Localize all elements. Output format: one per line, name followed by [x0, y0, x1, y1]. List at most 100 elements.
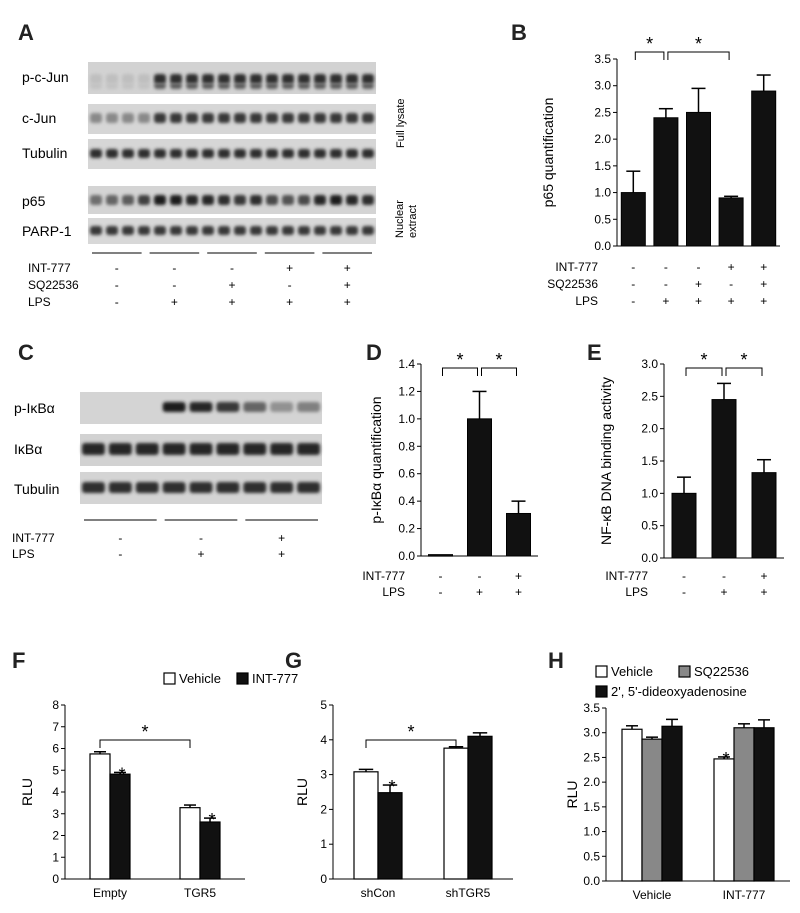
chart-b: 0.0 0.5 1.0 1.5 2.0 2.5 3.0 3.5 p65 quantificati…	[540, 34, 780, 308]
band-p65	[266, 195, 278, 205]
y-tick-label: 0.5	[583, 849, 600, 863]
significance-star: *	[118, 764, 125, 784]
band-tubulin-c	[243, 482, 267, 493]
y-tick-label: 2.5	[594, 105, 611, 119]
y-tick-label: 0.8	[398, 439, 415, 453]
band-c-jun	[298, 113, 310, 123]
condition-sign: -	[631, 294, 635, 308]
y-tick-label: 1.0	[583, 825, 600, 839]
y-tick-label: 1	[320, 837, 327, 851]
bar	[661, 725, 683, 882]
condition-sign: +	[760, 569, 767, 583]
band-c-jun	[186, 113, 198, 123]
significance-star: *	[700, 350, 707, 370]
y-axis-label: RLU	[19, 778, 35, 806]
band-p-c-jun	[90, 74, 102, 84]
bar	[377, 792, 403, 880]
condition-sign: +	[197, 547, 204, 561]
y-tick-label: 0.2	[398, 522, 415, 536]
band-tubulin-a	[122, 149, 134, 158]
band-c-jun	[250, 113, 262, 123]
band-tubulin-a	[314, 149, 326, 158]
panel-letter-d: D	[366, 340, 382, 365]
condition-sign: +	[515, 569, 522, 583]
significance-bracket	[481, 367, 517, 376]
band-p65	[186, 195, 198, 205]
y-tick-label: 1.4	[398, 357, 415, 371]
western-blots-a	[88, 62, 376, 244]
band-p-c-jun-lower	[138, 83, 150, 89]
band-parp1	[282, 226, 294, 235]
y-axis-label: p65 quantification	[540, 98, 556, 208]
band-tubulin-a	[330, 149, 342, 158]
band-p65	[202, 195, 214, 205]
condition-sign: -	[439, 569, 443, 583]
band-p-ikba	[189, 402, 213, 412]
western-blots-c	[80, 392, 322, 504]
significance-star: *	[695, 34, 702, 54]
blot-strip-p65	[88, 186, 376, 214]
band-p-c-jun	[314, 74, 326, 84]
band-p-c-jun	[234, 74, 246, 84]
band-parp1	[330, 226, 342, 235]
band-parp1	[106, 226, 118, 235]
condition-label: LPS	[625, 585, 648, 599]
y-tick-label: 3.5	[594, 52, 611, 66]
band-p65	[138, 195, 150, 205]
band-tubulin-c	[82, 482, 105, 493]
y-tick-label: 3	[320, 768, 327, 782]
band-c-jun	[218, 113, 230, 123]
bar	[428, 554, 453, 557]
significance-star: *	[722, 749, 729, 769]
condition-sign: -	[118, 531, 122, 545]
bar	[713, 758, 735, 882]
band-p-c-jun	[186, 74, 198, 84]
blot-label-ikba: IκBα	[14, 441, 42, 457]
y-tick-label: 2	[320, 802, 327, 816]
panel-letter-e: E	[587, 340, 602, 365]
y-tick-label: 2.0	[594, 132, 611, 146]
significance-star: *	[388, 777, 395, 797]
y-tick-label: 0.5	[641, 519, 658, 533]
significance-bracket	[725, 367, 763, 376]
condition-sign: -	[664, 260, 668, 274]
lane-groups-a: INT-777 - - - + + SQ22536 - - + - + LPS - + + + +	[28, 252, 372, 309]
condition-sign: -	[439, 585, 443, 599]
condition-label: INT-777	[362, 569, 405, 583]
y-axis-label: RLU	[294, 778, 310, 806]
y-tick-label: 1.5	[583, 800, 600, 814]
panel-letter-f: F	[12, 648, 25, 673]
band-parp1	[218, 226, 230, 235]
y-tick-label: 3.0	[641, 357, 658, 371]
bar	[671, 492, 697, 559]
blot-strip-p-c-jun	[88, 62, 376, 94]
x-tick-label: TGR5	[184, 886, 216, 900]
band-parp1	[362, 226, 374, 235]
band-tubulin-c	[135, 482, 159, 493]
y-tick-label: 2.0	[583, 775, 600, 789]
condition-sign: -	[230, 261, 234, 275]
condition-sign: -	[118, 547, 122, 561]
band-parp1	[250, 226, 262, 235]
condition-sign: +	[760, 260, 767, 274]
condition-sign: +	[344, 278, 351, 292]
band-p65	[330, 195, 342, 205]
band-tubulin-a	[266, 149, 278, 158]
chart-e: 0.0 0.5 1.0 1.5 2.0 2.5 3.0 NF-κB DNA binding a…	[598, 350, 784, 599]
condition-label: LPS	[382, 585, 405, 599]
band-tubulin-c	[108, 482, 132, 493]
y-tick-label: 0.0	[583, 874, 600, 888]
band-p-c-jun-lower	[298, 83, 310, 89]
y-tick-label: 1.5	[594, 159, 611, 173]
band-p-c-jun	[330, 74, 342, 84]
y-tick-label: 1.0	[641, 486, 658, 500]
band-c-jun	[346, 113, 358, 123]
condition-sign: -	[115, 295, 119, 309]
band-p65	[170, 195, 182, 205]
condition-sign: +	[695, 277, 702, 291]
band-p-c-jun-lower	[106, 83, 118, 89]
bar	[506, 512, 531, 557]
band-c-jun	[266, 113, 278, 123]
band-tubulin-a	[250, 149, 262, 158]
band-p65	[234, 195, 246, 205]
